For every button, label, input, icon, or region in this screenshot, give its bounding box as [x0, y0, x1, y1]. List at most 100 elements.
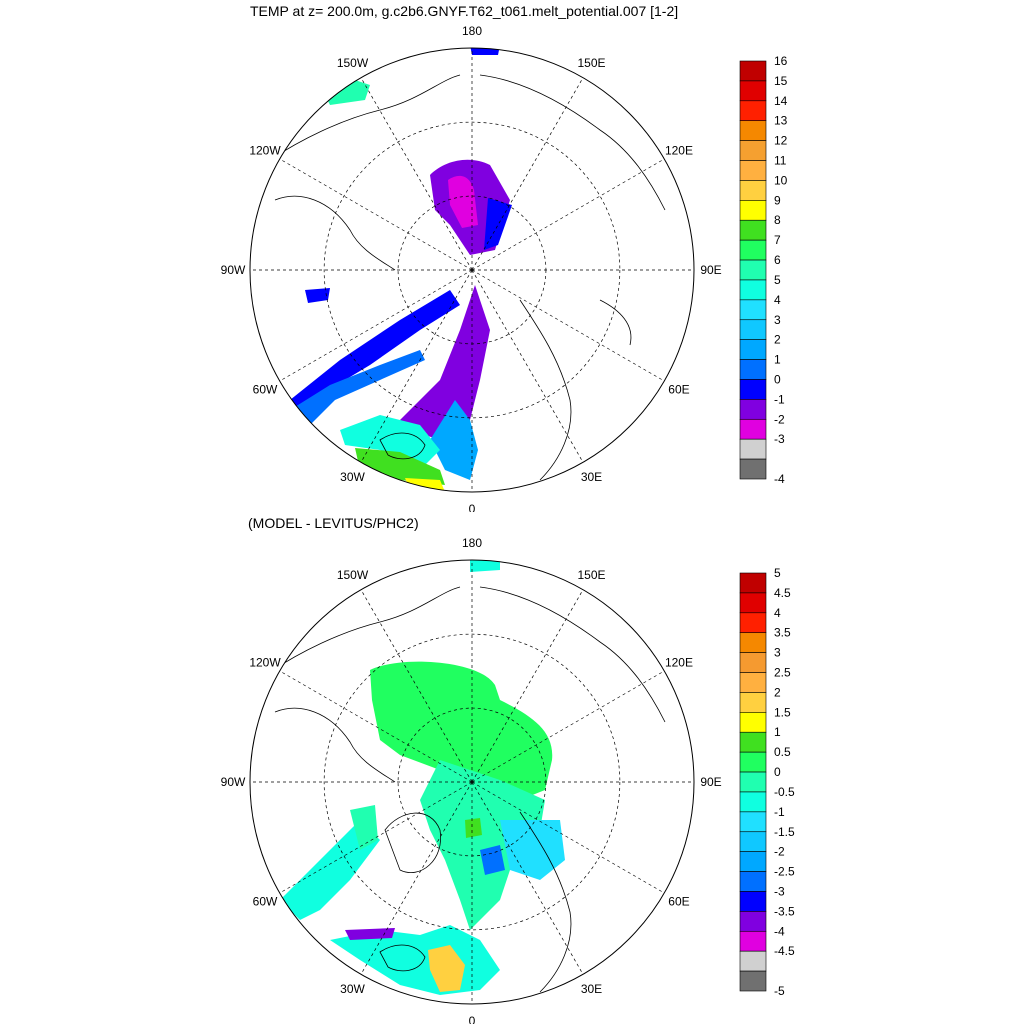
- longitude-label: 90E: [700, 775, 721, 789]
- field-region: [400, 285, 490, 440]
- colorbar-swatch: [739, 871, 767, 892]
- colorbar-swatch: [739, 652, 767, 673]
- field-region: [500, 820, 565, 880]
- colorbar-swatch: [739, 791, 767, 813]
- coastline: [269, 74, 461, 161]
- colorbar-bottom: 5 4.5 4 3.5 3 2.5 2 1.5 1 0.5 0 -0.5 -1 -1.5 -2 -2.5 -3 -…: [739, 566, 795, 998]
- longitude-label: 90W: [221, 263, 246, 277]
- field-region: [470, 48, 500, 55]
- colorbar-tick-label: -4.5: [774, 944, 795, 958]
- longitude-label: 90W: [221, 775, 246, 789]
- field-region: [355, 448, 445, 485]
- colorbar-tick-label: 1: [774, 353, 781, 367]
- colorbar-swatch: [739, 911, 767, 932]
- colorbar-tick-label: 15: [774, 74, 788, 88]
- field-region: [325, 80, 370, 105]
- meridian-line: [471, 269, 665, 382]
- map-border: [249, 47, 695, 493]
- coastline: [379, 944, 426, 972]
- colorbar-tick-label: -4: [774, 924, 785, 938]
- colorbar-swatch: [739, 612, 767, 634]
- colorbar-swatch: [739, 891, 767, 912]
- colorbar-swatch: [739, 180, 767, 201]
- colorbar-tick-label: 16: [774, 54, 788, 68]
- field-region: [350, 805, 378, 850]
- colorbar-swatch: [739, 751, 767, 773]
- coastline: [519, 299, 572, 481]
- colorbar-swatch: [739, 140, 767, 161]
- colorbar-tick-label: 3: [774, 646, 781, 660]
- longitude-label: 60W: [253, 383, 278, 397]
- colorbar-swatch: [739, 458, 767, 480]
- meridian-line: [471, 781, 584, 975]
- meridian-line: [471, 158, 665, 271]
- colorbar-swatch: [739, 80, 767, 102]
- coastline: [599, 299, 632, 346]
- colorbar-tick-label: 4.5: [774, 586, 791, 600]
- longitude-label: 0: [469, 502, 476, 512]
- colorbar-tick-label: 0.5: [774, 745, 791, 759]
- coastline: [274, 195, 396, 271]
- coastline: [379, 432, 426, 460]
- colorbar-tick-label: 7: [774, 233, 781, 247]
- colorbar-swatch: [739, 712, 767, 733]
- colorbar-swatch: [739, 811, 767, 833]
- colorbar-tick-label: -4: [774, 472, 785, 486]
- colorbar-tick-label: 6: [774, 253, 781, 267]
- meridian-line: [279, 670, 473, 783]
- meridian-line: [471, 77, 584, 271]
- colorbar-swatch: [739, 632, 767, 653]
- colorbar-swatch: [739, 930, 767, 952]
- colorbar-tick-label: 8: [774, 213, 781, 227]
- longitude-label: 150E: [577, 56, 605, 70]
- colorbar-tick-label: 4: [774, 293, 781, 307]
- colorbar-tick-label: -1.5: [774, 825, 795, 839]
- colorbar-swatch: [739, 731, 767, 753]
- colorbar-tick-label: -2.5: [774, 865, 795, 879]
- colorbar-swatch: [739, 379, 767, 400]
- polar-map-bottom: 180 150E 120E 90E 60E 30E 0 30W 60W 90W 120W 150W 5 4…: [221, 536, 795, 1028]
- colorbar-tick-label: 0: [774, 765, 781, 779]
- coastline: [519, 811, 572, 993]
- colorbar-swatch: [739, 120, 767, 141]
- longitude-label: 150W: [337, 568, 369, 582]
- colorbar-swatch: [739, 418, 767, 440]
- colorbar-tick-label: 5: [774, 273, 781, 287]
- field-region: [470, 560, 500, 572]
- colorbar-swatch: [739, 160, 767, 181]
- longitude-label: 30W: [340, 470, 365, 484]
- field-region: [420, 760, 545, 930]
- colorbar-swatch: [739, 359, 767, 380]
- longitude-label: 30E: [581, 470, 602, 484]
- colorbar-tick-label: -3.5: [774, 904, 795, 918]
- colorbar-tick-label: 3.5: [774, 626, 791, 640]
- colorbar-swatch: [739, 319, 767, 340]
- graticule: [250, 48, 694, 492]
- colorbar-tick-label: 14: [774, 94, 788, 108]
- colorbar-tick-label: -2: [774, 845, 785, 859]
- colorbar-tick-label: 2: [774, 685, 781, 699]
- colorbar-swatch: [739, 672, 767, 693]
- field-region: [290, 350, 425, 425]
- colorbar-tick-label: -5: [774, 984, 785, 998]
- colorbar-tick-label: 13: [774, 114, 788, 128]
- difference-map-panel: 180 150E 120E 90E 60E 30E 0 30W 60W 90W 120W 150W 5 4…: [0, 512, 1024, 1028]
- field-region: [428, 945, 465, 992]
- meridian-line: [471, 269, 584, 463]
- graticule: [250, 560, 694, 1004]
- longitude-label: 150E: [577, 568, 605, 582]
- colorbar-tick-label: 3: [774, 313, 781, 327]
- colorbar-tick-label: -3: [774, 884, 785, 898]
- colorbar-swatch: [739, 572, 767, 594]
- latitude-circle: [323, 121, 621, 419]
- longitude-label: 60E: [668, 895, 689, 909]
- colorbar-tick-label: 10: [774, 173, 788, 187]
- longitude-label: 30W: [340, 982, 365, 996]
- temperature-map-panel: 180 150E 120E 90E 60E 30E 0 30W 60W 90W 120W 150W 16…: [0, 0, 1024, 516]
- colorbar-swatch: [739, 692, 767, 713]
- meridian-line: [279, 269, 473, 382]
- field-region: [305, 288, 330, 303]
- longitude-label: 180: [462, 536, 482, 550]
- colorbar-swatch: [739, 771, 767, 793]
